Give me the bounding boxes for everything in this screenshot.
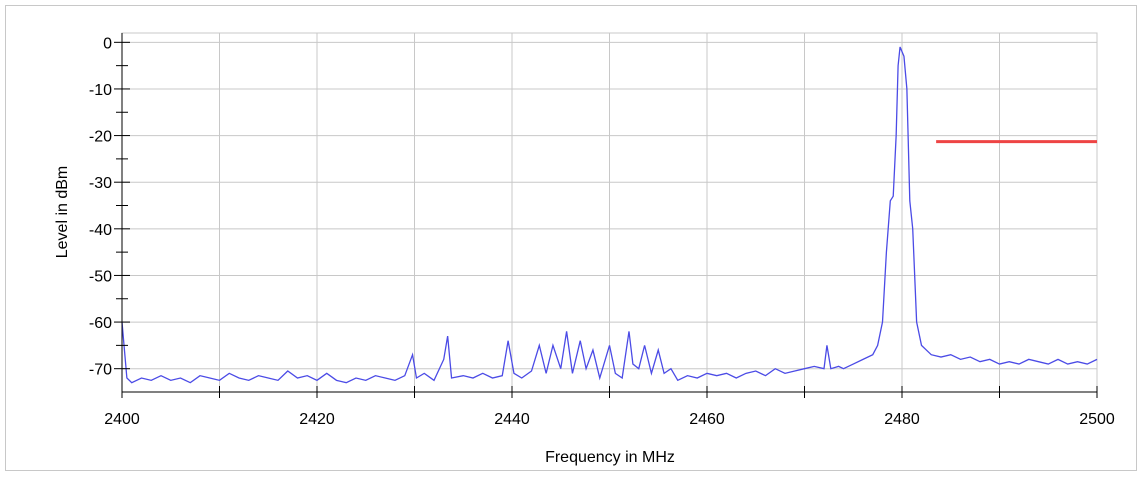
x-axis-label: Frequency in MHz xyxy=(545,449,675,466)
y-tick-label: -30 xyxy=(89,175,112,192)
series-line xyxy=(121,46,1098,384)
y-tick-label: -50 xyxy=(89,268,112,285)
y-tick-label: -70 xyxy=(89,362,112,379)
y-tick-label: 0 xyxy=(103,35,112,52)
y-tick-label: -10 xyxy=(89,82,112,99)
y-axis-label: Level in dBm xyxy=(54,166,71,259)
x-tick-label: 2480 xyxy=(884,411,920,428)
x-tick-label: 2500 xyxy=(1079,411,1115,428)
y-tick-label: -20 xyxy=(89,129,112,146)
x-tick-label: 2420 xyxy=(299,411,335,428)
x-tick-label: 2460 xyxy=(689,411,725,428)
x-tick-label: 2400 xyxy=(104,411,140,428)
y-tick-label: -60 xyxy=(89,315,112,332)
x-tick-label: 2440 xyxy=(494,411,530,428)
y-tick-label: -40 xyxy=(89,222,112,239)
